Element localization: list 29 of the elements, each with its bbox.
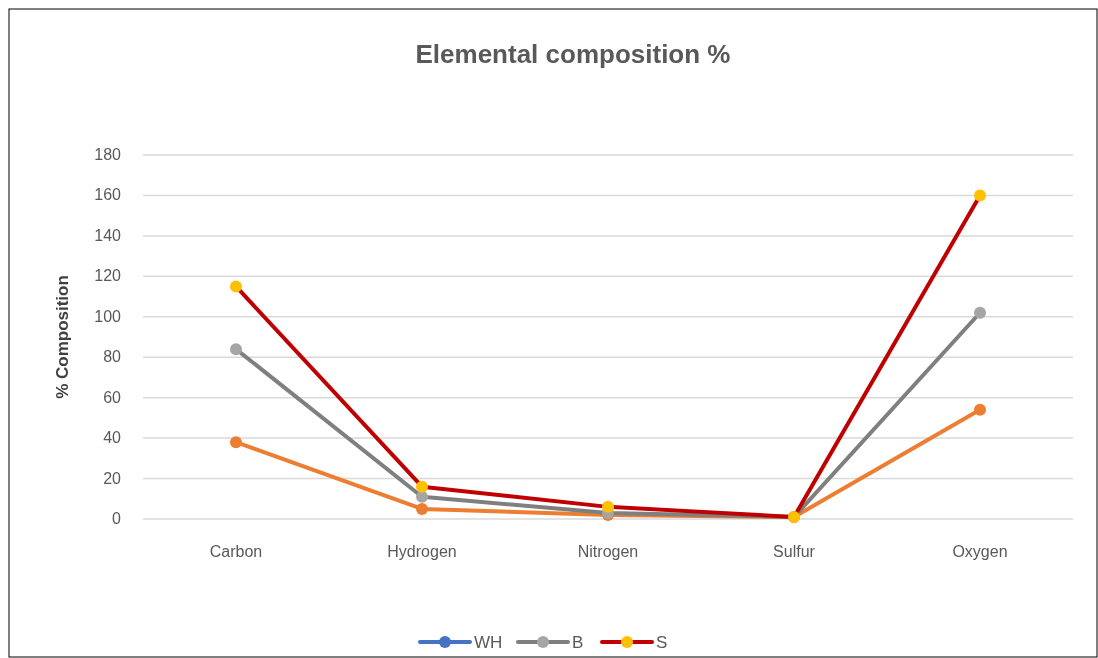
- point: [230, 436, 242, 449]
- point: [602, 500, 614, 513]
- y-tick-label: 180: [94, 146, 122, 163]
- y-tick-label: 60: [103, 388, 122, 406]
- legend-label: B: [572, 633, 584, 652]
- point: [230, 280, 242, 293]
- y-tick-label: 0: [112, 510, 122, 527]
- point: [416, 480, 428, 493]
- legend-label: S: [656, 633, 668, 652]
- point: [974, 403, 986, 416]
- y-tick-label: 80: [103, 348, 122, 366]
- point: [416, 502, 428, 515]
- chart-title: Elemental composition %: [415, 39, 731, 69]
- y-tick-label: 140: [94, 226, 122, 244]
- x-tick-label: Oxygen: [952, 543, 1008, 560]
- y-tick-label: 160: [94, 186, 122, 204]
- x-tick-label: Carbon: [209, 543, 263, 560]
- x-tick-label: Sulfur: [773, 543, 816, 560]
- legend-label: WH: [474, 633, 503, 652]
- point: [974, 306, 986, 319]
- x-tick-label: Hydrogen: [387, 543, 457, 560]
- point: [230, 343, 242, 356]
- y-tick-label: 20: [103, 469, 122, 487]
- x-tick-label: Nitrogen: [577, 543, 639, 560]
- point: [974, 189, 986, 202]
- y-axis-title: % Composition: [53, 275, 72, 399]
- y-tick-label: 100: [94, 307, 122, 325]
- y-tick-label: 40: [103, 429, 122, 447]
- y-tick-label: 120: [94, 267, 122, 285]
